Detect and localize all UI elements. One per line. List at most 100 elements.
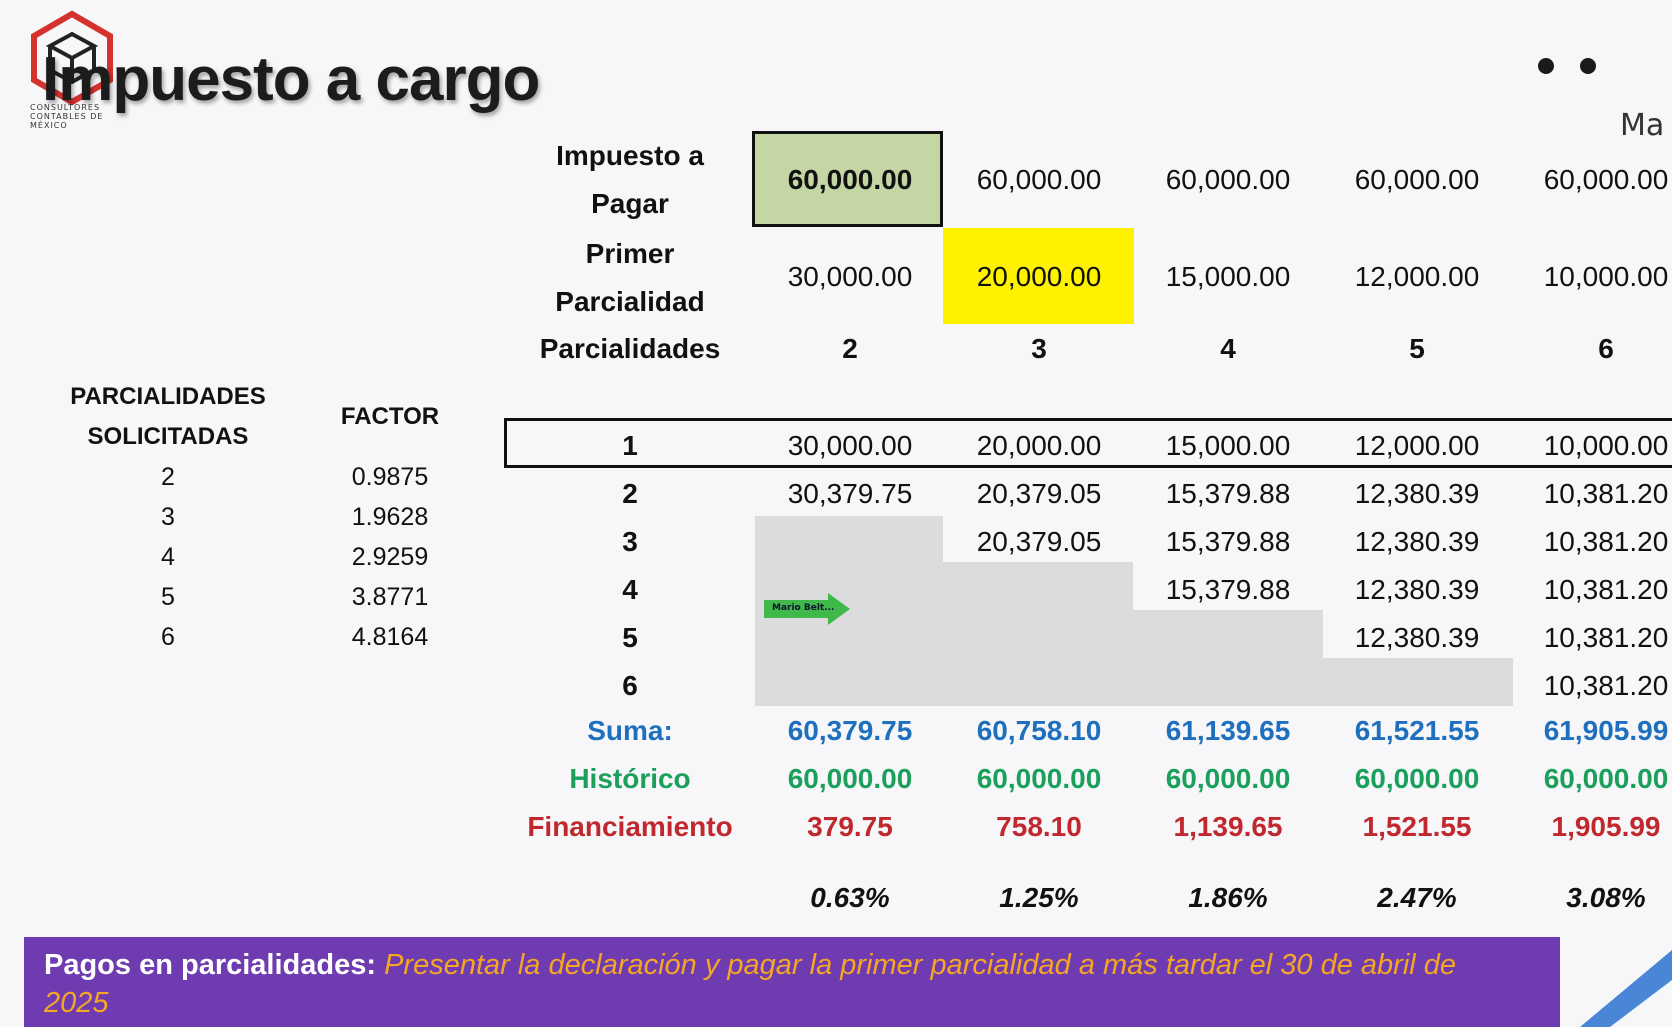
historico-cell: 60,000.00 [1165, 763, 1291, 794]
payment-cell: 10,381.20 [1543, 574, 1669, 605]
historico-cell: 60,000.00 [1354, 763, 1480, 794]
parcialidades-header: 5 [1409, 333, 1425, 364]
payment-cell: 12,380.39 [1354, 526, 1480, 557]
impuesto-cell: 60,000.00 [787, 164, 913, 195]
payment-cell: 12,380.39 [1354, 622, 1480, 653]
primer-parcialidad-cell: 15,000.00 [1165, 261, 1291, 292]
row-number: 5 [622, 622, 638, 653]
payment-cell: 20,379.05 [976, 478, 1102, 509]
row-number: 3 [622, 526, 638, 557]
payment-cell: 10,000.00 [1543, 430, 1669, 461]
payment-cell: 10,381.20 [1543, 478, 1669, 509]
parcialidades-header: 3 [1031, 333, 1047, 364]
arrow-pointer-icon[interactable]: Mario Belt... [764, 593, 850, 629]
label-impuesto-a-pagar-2: Pagar [591, 188, 669, 219]
footer-value: Presentar la declaración y pagar la prim… [44, 949, 1457, 1019]
highlight-green-cell [752, 131, 943, 227]
financiamiento-cell: 1,905.99 [1551, 811, 1661, 842]
percentage-cell: 2.47% [1377, 882, 1457, 913]
primer-parcialidad-cell: 10,000.00 [1543, 261, 1669, 292]
label-primer-parcialidad: Primer [585, 238, 675, 269]
gray-block [1323, 658, 1513, 706]
row-number: 6 [622, 670, 638, 701]
financiamiento-cell: 1,521.55 [1362, 811, 1472, 842]
historico-cell: 60,000.00 [976, 763, 1102, 794]
factor-row-value: 1.9628 [351, 503, 429, 531]
corner-text: Ma [1620, 108, 1665, 143]
primer-parcialidad-cell: 30,000.00 [787, 261, 913, 292]
percentage-cell: 1.25% [999, 882, 1079, 913]
gray-block [943, 562, 1133, 706]
payment-cell: 12,380.39 [1354, 574, 1480, 605]
parcialidades-header: 4 [1220, 333, 1236, 364]
financiamiento-cell: 379.75 [807, 811, 893, 842]
impuesto-cell: 60,000.00 [1165, 164, 1291, 195]
payment-cell: 15,379.88 [1165, 478, 1291, 509]
footer-key: Pagos en parcialidades: [44, 949, 377, 981]
row-number: 4 [622, 574, 638, 605]
factor-row-parcialidades: 2 [161, 463, 175, 491]
label-impuesto-a-pagar: Impuesto a [556, 140, 704, 171]
gray-block [1133, 610, 1323, 706]
payment-cell: 12,000.00 [1354, 430, 1480, 461]
row-1-box [504, 418, 1672, 468]
primer-parcialidad-cell: 20,000.00 [976, 261, 1102, 292]
payment-cell: 20,379.05 [976, 526, 1102, 557]
row-number: 2 [622, 478, 638, 509]
parcialidades-header: 2 [842, 333, 858, 364]
suma-cell: 60,758.10 [976, 715, 1102, 746]
label-suma: Suma: [587, 715, 673, 746]
highlight-yellow-cell [943, 228, 1134, 324]
corner-decoration [1580, 950, 1672, 1027]
payment-cell: 15,000.00 [1165, 430, 1291, 461]
historico-cell: 60,000.00 [1543, 763, 1669, 794]
payment-cell: 15,379.88 [1165, 574, 1291, 605]
impuesto-cell: 60,000.00 [1354, 164, 1480, 195]
factor-table-header-factor: FACTOR [340, 403, 440, 430]
factor-row-value: 2.9259 [351, 543, 429, 571]
logo-text: CONSULTORES CONTABLES DE MÉXICO [30, 103, 104, 130]
impuesto-cell: 60,000.00 [976, 164, 1102, 195]
historico-cell: 60,000.00 [787, 763, 913, 794]
suma-cell: 60,379.75 [787, 715, 913, 746]
financiamiento-cell: 758.10 [996, 811, 1082, 842]
dot-icon [1538, 58, 1554, 74]
row-number: 1 [622, 430, 638, 461]
payment-cell: 30,000.00 [787, 430, 913, 461]
factor-row-parcialidades: 4 [161, 543, 175, 571]
payment-cell: 15,379.88 [1165, 526, 1291, 557]
suma-cell: 61,905.99 [1543, 715, 1669, 746]
percentage-cell: 1.86% [1188, 882, 1268, 913]
label-primer-parcialidad-2: Parcialidad [555, 286, 705, 317]
impuesto-cell: 60,000.00 [1543, 164, 1669, 195]
factor-row-parcialidades: 3 [161, 503, 175, 531]
dot-icon [1580, 58, 1596, 74]
percentage-cell: 0.63% [810, 882, 890, 913]
factor-row-parcialidades: 5 [161, 583, 175, 611]
parcialidades-header: 6 [1598, 333, 1614, 364]
page-title: Impuesto a cargo [42, 45, 540, 114]
suma-cell: 61,139.65 [1165, 715, 1291, 746]
footer-banner [24, 937, 1560, 1027]
arrow-label: Mario Belt... [772, 603, 835, 613]
payment-cell: 10,381.20 [1543, 526, 1669, 557]
factor-table-header-solicitadas: SOLICITADAS [87, 423, 249, 450]
payment-cell: 10,381.20 [1543, 670, 1669, 701]
suma-cell: 61,521.55 [1354, 715, 1480, 746]
payment-cell: 12,380.39 [1354, 478, 1480, 509]
factor-row-value: 3.8771 [351, 583, 429, 611]
label-parcialidades: Parcialidades [539, 333, 721, 364]
primer-parcialidad-cell: 12,000.00 [1354, 261, 1480, 292]
percentage-cell: 3.08% [1566, 882, 1646, 913]
factor-row-value: 4.8164 [351, 623, 429, 651]
label-historico: Histórico [569, 763, 691, 794]
factor-row-parcialidades: 6 [161, 623, 175, 651]
factor-row-value: 0.9875 [351, 463, 429, 491]
label-financiamiento: Financiamiento [527, 811, 733, 842]
factor-table-header-parcialidades: PARCIALIDADES [70, 383, 266, 410]
payment-cell: 10,381.20 [1543, 622, 1669, 653]
payment-cell: 30,379.75 [787, 478, 913, 509]
company-logo [31, 10, 113, 106]
footer-text: Pagos en parcialidades: Presentar la dec… [44, 946, 1494, 1022]
payment-cell: 20,000.00 [976, 430, 1102, 461]
